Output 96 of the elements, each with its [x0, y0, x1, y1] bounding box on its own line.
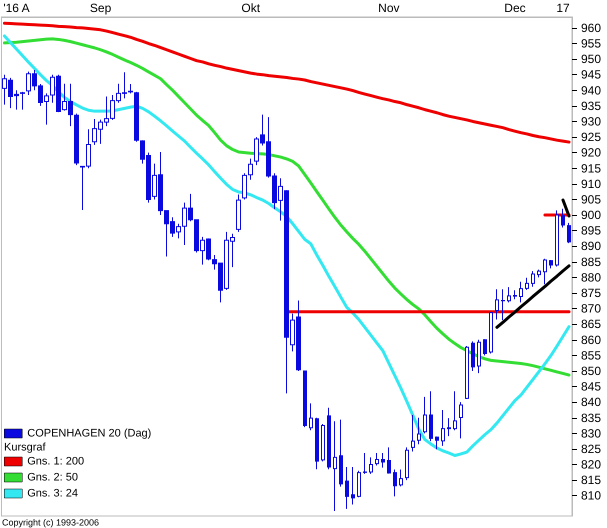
candlestick: [363, 452, 367, 474]
y-tick-label: 860: [581, 332, 602, 347]
y-tick-label: 890: [581, 239, 602, 254]
candlestick: [369, 456, 373, 474]
candlestick: [333, 420, 337, 512]
candlestick: [315, 417, 319, 470]
candlestick: [236, 194, 241, 232]
candlestick: [417, 417, 421, 445]
y-tick-label: 845: [581, 380, 602, 394]
candlestick: [435, 436, 439, 450]
candlestick: [387, 446, 391, 474]
line-series: [495, 264, 570, 329]
legend-label: COPENHAGEN 20 (Dag): [27, 428, 152, 440]
candlestick: [519, 281, 523, 303]
y-tick-label: 915: [581, 161, 602, 176]
y-tick-label: 925: [581, 130, 602, 144]
y-tick-label: 855: [581, 348, 602, 362]
y-tick-label: 830: [581, 426, 602, 440]
y-tick-label: 930: [581, 114, 602, 128]
candlestick: [495, 288, 499, 320]
candlestick: [483, 338, 487, 356]
candlestick: [134, 91, 139, 142]
x-tick-label: 17: [556, 1, 570, 15]
legend-title: Kursgraf: [4, 442, 47, 454]
y-tick-label: 940: [581, 83, 602, 98]
candlestick: [375, 452, 379, 466]
candlestick: [453, 390, 457, 431]
candlestick: [381, 452, 385, 468]
y-tick-label: 810: [581, 488, 602, 503]
candlestick: [327, 407, 331, 470]
y-tick-label: 960: [581, 20, 602, 35]
y-tick-label: 900: [581, 208, 602, 222]
candlestick: [20, 91, 25, 110]
candlestick: [405, 446, 409, 481]
x-tick-label: Sep: [90, 1, 112, 15]
y-tick-label: 950: [581, 52, 602, 66]
y-tick-label: 955: [581, 36, 602, 51]
x-tick-label: Okt: [241, 1, 261, 15]
candlestick: [459, 402, 463, 439]
candlestick: [489, 312, 493, 354]
line-series: [2, 34, 570, 457]
y-tick-label: 815: [581, 473, 602, 488]
y-tick-label: 865: [581, 317, 602, 332]
line-series: [2, 22, 570, 144]
x-tick-label: '16 A: [3, 1, 30, 15]
y-tick-label: 935: [581, 98, 602, 113]
candlestick: [345, 466, 349, 510]
y-tick-label: 820: [581, 458, 602, 472]
candlestick: [321, 423, 325, 462]
candlestick: [537, 269, 541, 278]
legend-label: Gns. 1: 200: [27, 456, 84, 468]
candlestick: [303, 370, 307, 428]
candlestick: [399, 469, 403, 487]
candlestick: [525, 277, 529, 290]
y-tick-label: 835: [581, 410, 602, 425]
line-series: [2, 37, 570, 377]
candlestick: [513, 290, 517, 300]
candlestick: [465, 346, 469, 400]
candlestick: [393, 469, 397, 497]
y-tick-label: 910: [581, 176, 602, 191]
candlestick: [411, 414, 415, 452]
candlestick: [339, 419, 343, 488]
candlestick: [477, 339, 481, 374]
text: Copyright (c) 1993-2006: [2, 518, 100, 528]
candlestick: [531, 270, 535, 288]
candlestick: [501, 288, 505, 321]
y-tick-label: 870: [581, 302, 602, 316]
candlestick: [543, 258, 547, 285]
y-tick-label: 885: [581, 254, 602, 269]
legend-label: Gns. 3: 24: [27, 488, 78, 500]
y-tick-label: 920: [581, 146, 602, 160]
candlestick: [549, 259, 553, 269]
candlestick: [429, 390, 433, 442]
candlestick: [357, 470, 361, 498]
candlestick: [128, 84, 133, 94]
candlestick: [471, 340, 475, 372]
y-tick-label: 840: [581, 395, 602, 410]
candlestick: [351, 466, 355, 505]
x-tick-label: Nov: [378, 1, 400, 15]
y-tick-label: 825: [581, 442, 602, 456]
candlestick: [423, 396, 427, 434]
candlestick: [561, 208, 565, 228]
y-tick-label: 895: [581, 224, 602, 238]
y-tick-label: 875: [581, 286, 602, 300]
y-tick-label: 880: [581, 270, 602, 284]
candlestick: [567, 222, 571, 244]
y-tick-label: 905: [581, 192, 602, 206]
candlestick: [309, 402, 313, 431]
y-tick-label: 945: [581, 68, 602, 82]
candlestick: [447, 418, 451, 437]
candlestick: [441, 409, 445, 446]
candlestick: [555, 210, 559, 267]
legend-label: Gns. 2: 50: [27, 472, 78, 484]
y-tick-label: 850: [581, 364, 602, 378]
x-tick-label: Dec: [504, 1, 526, 15]
candlestick: [507, 286, 511, 303]
